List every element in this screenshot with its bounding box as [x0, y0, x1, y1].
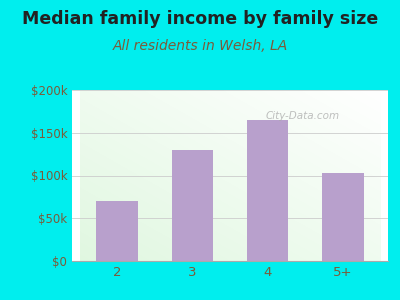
Bar — [172, 150, 213, 261]
Text: City-Data.com: City-Data.com — [266, 111, 340, 121]
Bar — [247, 120, 288, 261]
Text: Median family income by family size: Median family income by family size — [22, 11, 378, 28]
Bar — [96, 201, 138, 261]
Text: All residents in Welsh, LA: All residents in Welsh, LA — [112, 40, 288, 53]
Bar — [322, 173, 364, 261]
